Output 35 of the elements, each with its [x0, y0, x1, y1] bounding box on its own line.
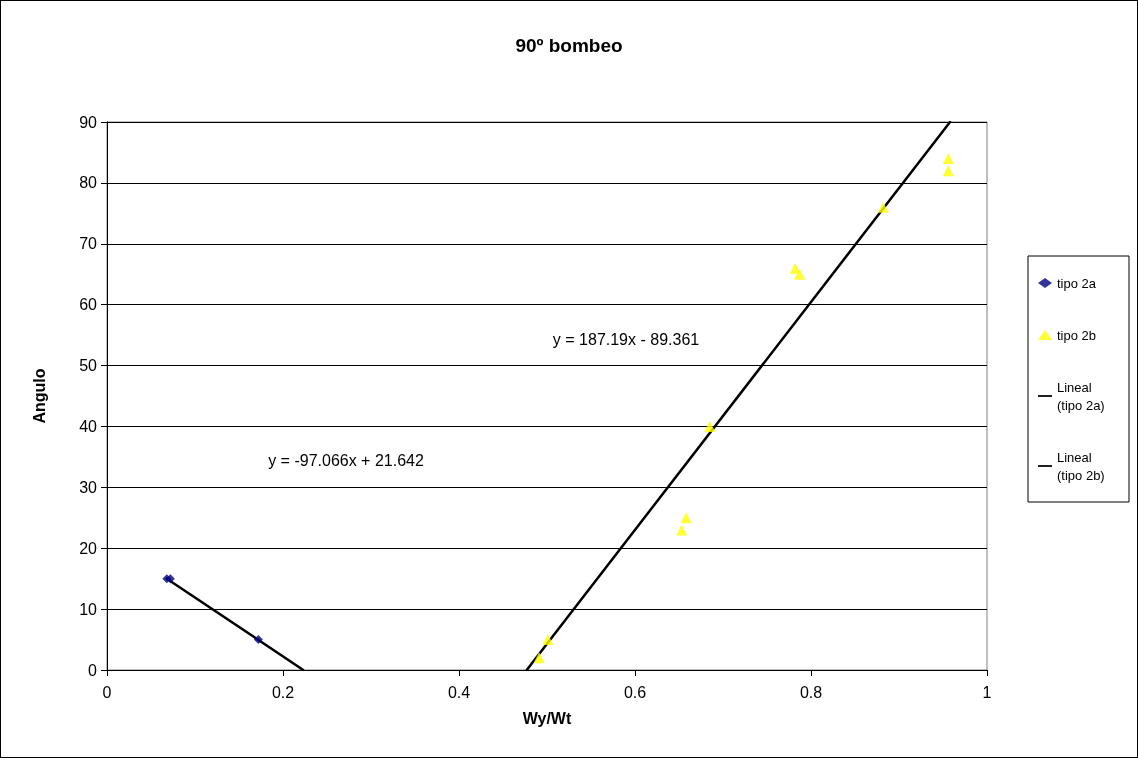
x-axis-title: Wy/Wt [522, 709, 572, 727]
y-axis-title: Angulo [30, 368, 48, 424]
x-tick-label: 0 [102, 683, 112, 701]
y-tick-label: 30 [79, 478, 98, 496]
point [877, 201, 889, 213]
y-tick-label: 90 [79, 113, 98, 131]
y-tick-label: 40 [79, 417, 98, 435]
y-tick-label: 0 [88, 661, 98, 679]
y-tick-label: 60 [79, 296, 98, 314]
annotation: y = 187.19x - 89.361 [552, 330, 700, 348]
y-tick-label: 50 [79, 357, 98, 375]
y-tick-label: 20 [79, 539, 98, 557]
y-tick-label: 70 [79, 235, 98, 253]
legend-label: tipo 2a [1057, 275, 1097, 291]
point [680, 512, 692, 524]
chart-title: 90º bombeo [515, 35, 623, 56]
point [942, 165, 954, 177]
point [704, 420, 716, 432]
annotation: y = -97.066x + 21.642 [268, 451, 424, 469]
point [253, 635, 263, 645]
y-tick-label: 10 [79, 600, 98, 618]
x-tick-label: 0.2 [271, 683, 295, 701]
legend-label: tipo 2b [1057, 327, 1097, 343]
x-tick-label: 0.8 [799, 683, 823, 701]
point [542, 634, 554, 646]
x-tick-label: 0.6 [623, 683, 647, 701]
legend-label: Lineal (tipo 2b) [1057, 449, 1105, 483]
x-tick-label: 1 [982, 683, 992, 701]
point [676, 524, 688, 536]
point [533, 652, 545, 664]
y-tick-label: 80 [79, 174, 98, 192]
legend-label: Lineal (tipo 2a) [1057, 379, 1105, 413]
point [942, 153, 954, 165]
x-tick-label: 0.4 [447, 683, 471, 701]
point [794, 268, 806, 280]
